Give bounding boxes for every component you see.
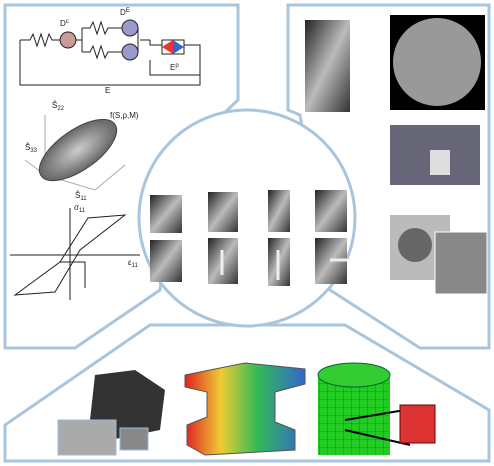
axis-label: Ŝ22 [52,101,65,112]
micro-images [305,15,488,295]
yield-surface: f(S,ρ,M) Ŝ22 Ŝ33 Ŝ11 [24,101,139,202]
label-part: E [170,63,175,72]
models [57,362,436,456]
label-part: σ [74,203,79,212]
axis-label: Ŝ33 [25,143,38,154]
label-part: D [120,8,126,17]
axis-label: ε11 [128,258,138,269]
label-part: 11 [132,263,139,269]
label-part: D [60,19,66,28]
elastic-label: E [105,86,110,95]
label-part: ε [128,258,132,267]
label-part: 33 [30,148,37,154]
label-part: 11 [80,196,87,202]
surface-label: f(S,ρ,M) [110,111,139,120]
label-part: E [126,8,130,14]
plastic-label: Ep [170,63,179,72]
label-part: Ŝ [52,101,57,110]
rheology-model: Dc DE Ep E [19,8,201,95]
hysteresis-plot: σ11 ε11 [10,203,140,300]
axis-label: Ŝ11 [75,191,87,202]
label-part: Ŝ [25,143,30,152]
axis-label: σ11 [74,203,86,214]
center-circle [137,108,357,328]
label-part: p [175,63,179,69]
damage-e-label: DE [120,8,130,17]
damage-c-label: Dc [60,19,69,28]
label-part: Ŝ [75,191,80,200]
label-part: 22 [57,106,64,112]
xray-grid [150,190,348,286]
label-part: 11 [79,208,86,214]
label-part: c [66,19,69,25]
